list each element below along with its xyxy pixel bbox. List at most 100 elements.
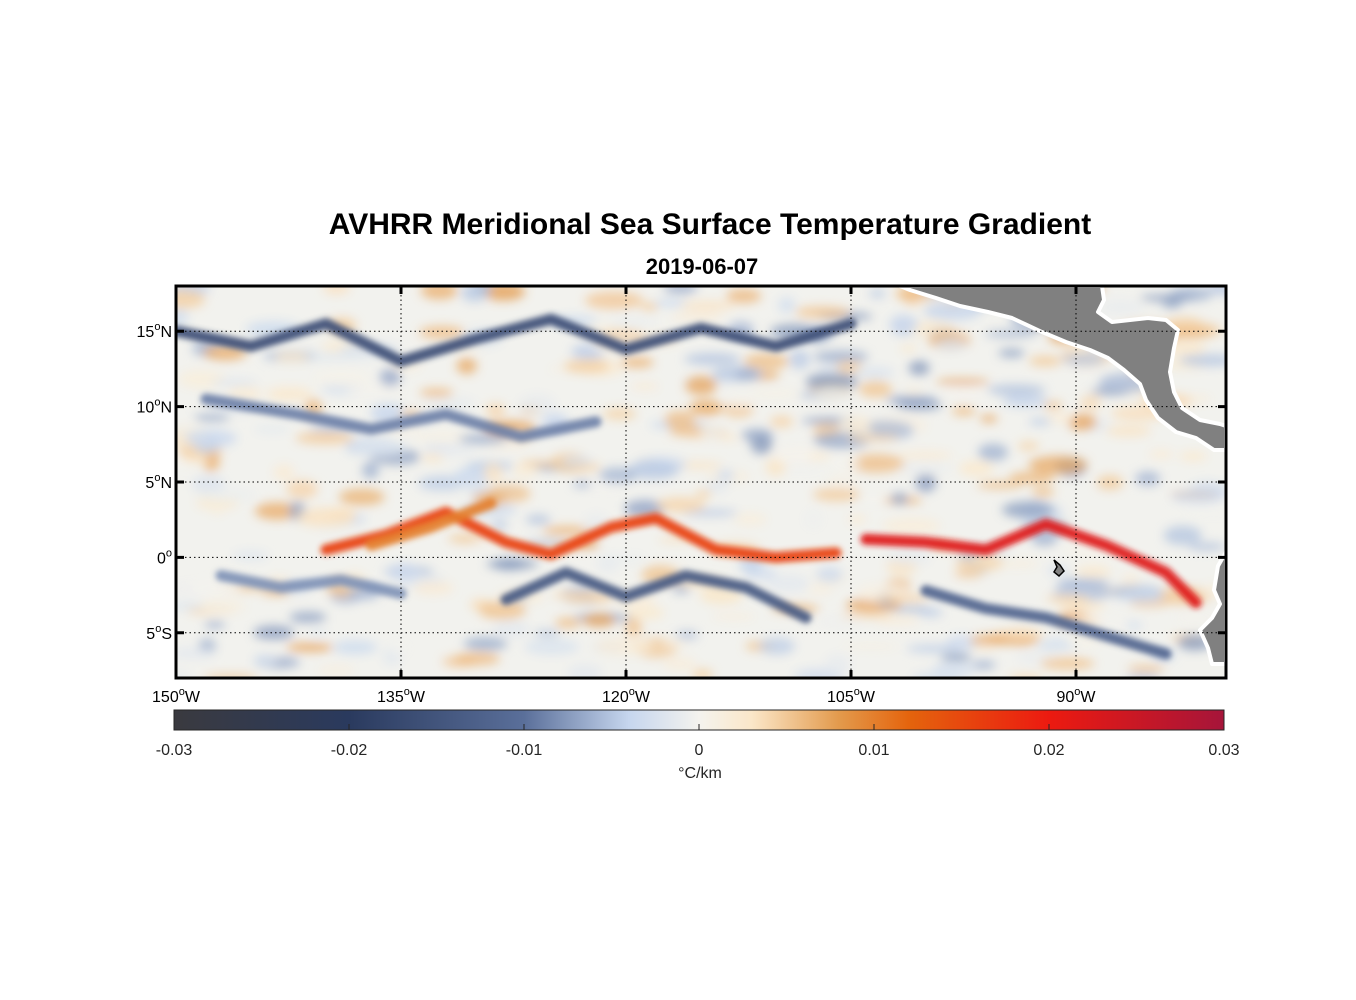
gradient-patch [1031,486,1055,497]
gradient-patch [639,302,659,311]
gradient-patch [695,489,712,499]
gradient-patch [903,387,924,394]
gradient-patch [625,617,642,637]
gradient-patch [806,585,834,595]
gradient-patch [1043,401,1063,410]
gradient-patch [379,368,401,387]
gradient-patch [908,360,930,376]
gradient-patch [840,612,893,619]
gradient-patch [1135,471,1161,486]
gradient-patch [779,465,821,472]
gradient-patch [734,368,760,381]
gradient-patch [352,440,408,456]
gradient-patch [771,445,827,465]
gradient-patch [362,461,380,479]
gradient-patch [789,349,811,370]
negative-gradient-front [500,567,812,624]
gradient-patch [625,606,665,620]
gradient-patch [203,345,247,361]
gradient-patch [199,597,247,615]
gradient-patch [891,492,908,505]
lon-tick-label: 135oW [377,686,426,706]
gradient-patch [847,435,900,442]
gradient-patch [1121,589,1165,603]
negative-gradient-front [176,313,857,367]
gradient-patch [1028,355,1062,367]
gradient-patch [749,388,801,399]
gradient-patch [958,553,979,560]
gradient-patch [1188,542,1226,551]
gradient-patch [858,380,893,398]
negative-gradient-front [920,585,1172,660]
gradient-patch [598,467,637,484]
gradient-patch [1080,395,1101,411]
lat-tick-label: 10oN [137,397,172,417]
gradient-patch [420,286,458,300]
gradient-patch [232,550,269,561]
gradient-patch [389,642,410,655]
gradient-patch [656,497,706,513]
gradient-patch [419,325,465,339]
figure-date: 2019-06-07 [646,254,759,279]
gradient-patch [662,657,697,671]
galapagos-islands [1053,559,1065,578]
gradient-patch [959,460,994,477]
gradient-patch [1064,352,1106,366]
gradient-patch [552,591,583,600]
gradient-patch [875,616,920,625]
map-frame-ticks [176,286,1226,678]
gradient-patch [1008,472,1055,484]
gradient-patch [670,312,724,321]
gradient-patch [733,512,767,527]
gradient-patch [970,634,1013,646]
gradient-patch [603,408,637,420]
gradient-patch [414,430,472,445]
gradient-patch [431,443,477,457]
gradient-patch [286,642,334,652]
colorbar-tick-label: 0.03 [1208,742,1239,759]
gradient-patch [196,489,256,502]
gradient-patch [824,654,851,674]
negative-gradient-front [215,570,407,600]
gradient-patch [486,559,539,569]
gradient-patch [620,356,654,369]
gradient-patch [453,652,501,666]
gradient-patch [567,664,602,678]
gradient-patch [848,453,905,473]
gradient-patch [596,555,619,573]
gradient-patch [969,645,998,652]
gradient-patch [521,460,557,467]
gradient-patch [813,386,855,399]
gradient-patch [176,289,206,309]
gradient-patch [458,434,509,445]
gradient-patch [533,630,561,637]
gradient-patch [932,660,975,678]
gradient-patch [699,423,724,442]
figure-title: AVHRR Meridional Sea Surface Temperature… [329,208,1091,241]
gradient-patch [1179,354,1226,367]
sst-fronts [176,313,1202,660]
gradient-patch [1002,395,1049,408]
colorbar-tick-label: 0 [695,742,704,759]
gradient-patch [726,288,762,304]
gradient-patch [689,399,723,416]
gradient-patch [685,376,718,395]
gradient-patch [825,456,861,470]
gradient-patch [254,502,300,520]
gradient-patch [857,493,890,505]
gradient-patch [266,387,313,402]
gradient-patch [778,297,796,314]
gradient-patch [594,637,653,656]
gradient-patch [906,644,963,653]
longitude-tick-labels: 150oW 135oW 120oW 105oW 90oW [152,686,1096,706]
gradient-patch [936,378,990,386]
gradient-patch [332,640,378,655]
colorbar-tick-label: 0.02 [1033,742,1064,759]
gradient-patch [805,372,858,392]
gradient-patch [176,671,191,678]
gradient-patch [338,488,385,506]
lon-tick-label: 90oW [1056,686,1096,706]
gradient-patch [460,286,489,303]
gradient-patch [812,488,861,502]
